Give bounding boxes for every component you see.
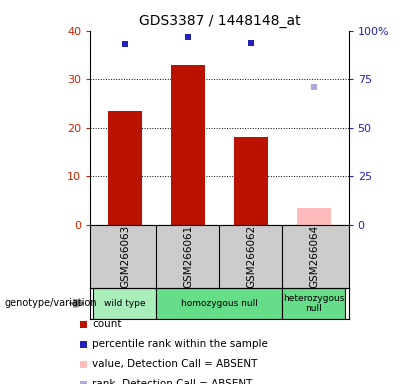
Bar <box>171 65 205 225</box>
Bar <box>94 288 156 319</box>
Bar <box>297 208 331 225</box>
Text: count: count <box>92 319 122 329</box>
Text: GSM266063: GSM266063 <box>120 225 130 288</box>
Text: rank, Detection Call = ABSENT: rank, Detection Call = ABSENT <box>92 379 253 384</box>
Bar <box>156 288 282 319</box>
Bar <box>108 111 142 225</box>
Bar <box>234 137 268 225</box>
Text: percentile rank within the sample: percentile rank within the sample <box>92 339 268 349</box>
Text: heterozygous
null: heterozygous null <box>283 294 345 313</box>
Bar <box>282 288 345 319</box>
Text: value, Detection Call = ABSENT: value, Detection Call = ABSENT <box>92 359 258 369</box>
Text: GSM266062: GSM266062 <box>246 225 256 288</box>
Text: homozygous null: homozygous null <box>181 299 258 308</box>
Text: GSM266064: GSM266064 <box>309 225 319 288</box>
Title: GDS3387 / 1448148_at: GDS3387 / 1448148_at <box>139 14 300 28</box>
Text: GSM266061: GSM266061 <box>183 225 193 288</box>
Text: genotype/variation: genotype/variation <box>4 298 97 308</box>
Text: wild type: wild type <box>104 299 146 308</box>
